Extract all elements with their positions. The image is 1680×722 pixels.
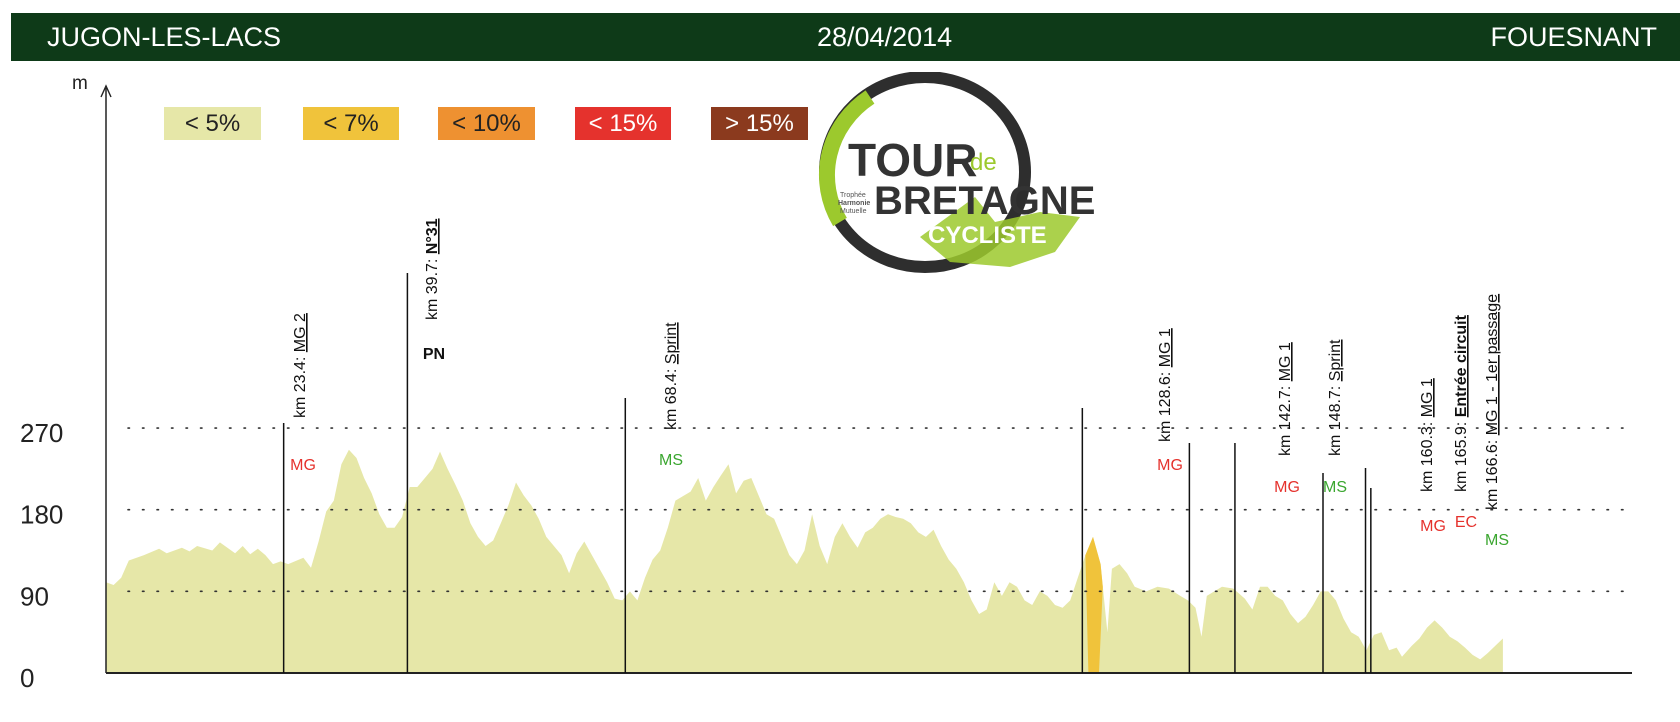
marker-km: km 165.9: [1453,417,1470,492]
marker-tag: MG [1420,518,1446,535]
marker-label: km 160.3: MG 1 [1419,378,1436,492]
marker-km: km 166.6: [1484,435,1501,510]
marker-km-label: km 23.4: MG 2 [292,313,309,418]
stage-date: 28/04/2014 [817,22,953,52]
legend-item: < 7% [303,107,399,140]
marker-label: km 128.6: MG 1 [1157,328,1174,442]
marker-label: km 142.7: MG 1 [1277,342,1294,456]
marker-name: MG 1 [1419,378,1436,417]
marker-name: MG 1 [1157,328,1174,367]
marker-km-label: km 128.6: MG 1 [1157,328,1174,442]
marker-label: km 165.9: Entrée circuit [1453,314,1470,492]
marker-km-label: km 68.4: Sprint [663,322,680,430]
profile-area [106,449,1503,673]
stage-header-bar: JUGON-LES-LACS 28/04/2014 FOUESNANT [11,13,1680,61]
legend-item: < 5% [164,107,261,140]
marker-km: km 128.6: [1157,367,1174,442]
marker-tag: MG [290,457,316,474]
marker-tag: MS [659,452,683,469]
marker-tag: MS [1485,532,1509,549]
marker-tag: PN [423,346,445,363]
marker-name: MG 2 [292,313,309,352]
marker-km: km 142.7: [1277,381,1294,456]
marker-km-label: km 166.6: MG 1 - 1er passage [1484,294,1501,510]
marker-km-label: km 165.9: Entrée circuit [1453,314,1470,492]
tour-de-bretagne-logo: TOUR de Trophée Harmonie Mutuelle BRETAG… [818,72,1095,273]
marker-km: km 160.3: [1419,417,1436,492]
legend-item: < 15% [575,107,671,140]
marker-name: MG 1 [1277,342,1294,381]
logo-small-1: Trophée [840,192,866,199]
logo-small-2: Harmonie [838,200,870,207]
marker-name: Sprint [663,322,680,364]
marker-km: km 39.7: [424,254,441,320]
logo-small-3: Mutuelle [840,208,867,215]
y-axis-unit: m [72,73,88,94]
logo-cycliste: CYCLISTE [928,222,1047,249]
logo-swoosh [920,197,1080,267]
y-tick-label: 0 [20,663,34,693]
marker-name: N°31 [424,218,441,254]
marker-km-label: km 160.3: MG 1 [1419,378,1436,492]
marker-tag: EC [1455,514,1477,531]
y-axis-arrow [100,84,112,98]
marker-name: MG 1 - 1er passage [1484,294,1501,436]
marker-tag: MG [1157,457,1183,474]
marker-tag: MG [1274,479,1300,496]
marker-km: km 148.7: [1327,381,1344,456]
marker-tag: MS [1323,479,1347,496]
y-tick-label: 270 [20,418,63,448]
logo-bretagne: BRETAGNE [874,179,1095,223]
marker-km: km 68.4: [663,364,680,430]
marker-name: Entrée circuit [1453,314,1470,417]
marker-name: Sprint [1327,339,1344,381]
marker-km-label: km 142.7: MG 1 [1277,342,1294,456]
steep-segment [1085,536,1103,673]
marker-label: km 166.6: MG 1 - 1er passage [1484,294,1501,510]
marker-label: km 39.7: N°31 [424,218,441,320]
marker-label: km 23.4: MG 2 [292,313,309,418]
marker-km-label: km 39.7: N°31 [424,218,441,320]
marker-km-label: km 148.7: Sprint [1327,339,1344,456]
start-town: JUGON-LES-LACS [47,22,282,52]
marker-km: km 23.4: [292,352,309,418]
logo-tour: TOUR [848,134,978,186]
y-tick-label: 90 [20,581,49,611]
marker-label: km 148.7: Sprint [1327,339,1344,456]
logo-de: de [970,149,997,176]
legend-item: < 10% [438,107,535,140]
y-tick-label: 180 [20,500,63,530]
marker-label: km 68.4: Sprint [663,322,680,430]
logo-ring-green [818,90,875,227]
legend-item: > 15% [711,107,808,140]
finish-town: FOUESNANT [1490,22,1657,52]
